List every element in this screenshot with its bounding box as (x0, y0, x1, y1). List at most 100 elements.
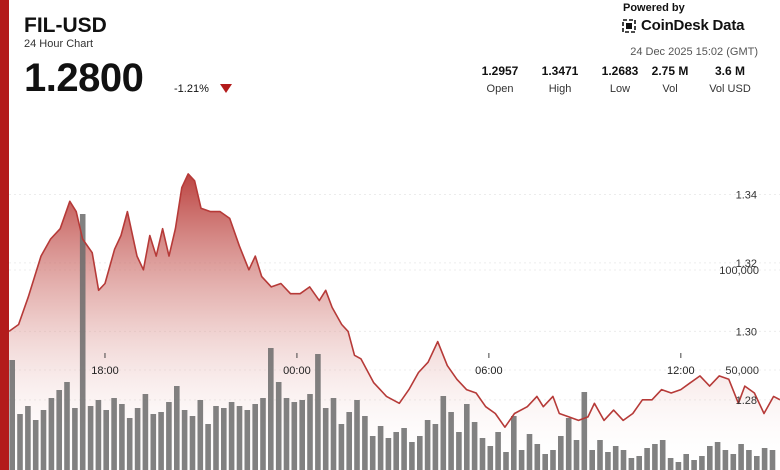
volume-bar (307, 394, 313, 470)
coindesk-logo-icon (622, 18, 636, 33)
price-series-line (8, 173, 780, 428)
volume-bar (675, 462, 682, 470)
volume-bar (197, 400, 204, 470)
volume-bar (691, 460, 697, 470)
volume-bar (526, 434, 533, 470)
volume-bar (228, 402, 235, 470)
volume-bar (244, 410, 251, 470)
stat-vol: 2.75 M Vol (642, 64, 698, 95)
volume-bar (213, 406, 219, 470)
volume-bar (518, 450, 525, 470)
price-tick-label: 1.32 (736, 258, 757, 270)
stat-label: Open (486, 83, 514, 95)
brand-name: CoinDesk Data (641, 17, 745, 34)
volume-bar (636, 456, 642, 470)
volume-bar (40, 410, 47, 470)
volume-bar (95, 400, 102, 470)
chart-period: 24 Hour Chart (24, 38, 94, 50)
volume-bar (9, 360, 15, 470)
volume-bar (738, 444, 744, 470)
volume-bar (503, 452, 509, 470)
volume-bar (644, 448, 650, 470)
volume-bar (471, 422, 478, 470)
axis-labels: 1.34 1.32 1.30 1.28 100,000 50,000 18:00 00:00 0… (91, 189, 759, 406)
volume-bar (409, 442, 415, 470)
price-area-fill (9, 173, 780, 470)
volume-bar (667, 458, 674, 470)
powered-by-label: Powered by (623, 2, 685, 14)
time-tick-label: 06:00 (475, 365, 503, 377)
volume-bar (338, 424, 345, 470)
stat-label: Low (609, 83, 631, 95)
price-tick-label: 1.30 (736, 326, 757, 338)
volume-bar (275, 382, 282, 470)
stat-vol-usd: 3.6 M Vol USD (698, 64, 762, 95)
stats-panel: 1.2957 Open 1.3471 High 1.2683 Low 2.75 … (470, 64, 770, 98)
volume-bar (597, 440, 603, 470)
stat-low: 1.2683 Low (590, 64, 650, 95)
volume-bar (479, 438, 486, 470)
volume-bar (730, 454, 737, 470)
volume-tick-label: 50,000 (725, 365, 759, 377)
volume-bar (769, 450, 776, 470)
time-tick-label: 00:00 (283, 365, 311, 377)
volume-bar (142, 394, 149, 470)
volume-bar (181, 410, 188, 470)
volume-bar (565, 418, 572, 470)
volume-bar (56, 390, 62, 470)
volume-bar (683, 454, 689, 470)
volume-bar (189, 416, 196, 470)
price-area (9, 173, 780, 470)
volume-bar (25, 406, 31, 470)
time-tick-label: 12:00 (667, 365, 695, 377)
volume-bar (714, 442, 721, 470)
volume-bar (79, 214, 86, 470)
volume-bar (605, 452, 611, 470)
volume-bar (620, 450, 627, 470)
volume-bar (158, 412, 164, 470)
volume-bar (268, 348, 274, 470)
volume-bar (17, 414, 23, 470)
volume-bar (322, 408, 329, 470)
volume-bar (612, 446, 619, 470)
volume-bar (87, 406, 94, 470)
volume-bar (134, 408, 141, 470)
volume-bars (9, 214, 776, 470)
time-tick-label: 18:00 (91, 365, 119, 377)
volume-bar (440, 396, 447, 470)
volume-bar (464, 404, 470, 470)
volume-bar (119, 404, 125, 470)
volume-bar (362, 416, 368, 470)
stat-value: 2.75 M (651, 64, 689, 78)
volume-bar (550, 450, 556, 470)
stat-label: Vol USD (709, 83, 751, 95)
volume-bar (558, 436, 564, 470)
volume-bar (417, 436, 423, 470)
volume-bar (542, 454, 548, 470)
volume-bar (166, 402, 172, 470)
volume-bar (511, 416, 517, 470)
volume-bar (628, 458, 635, 470)
volume-bar (354, 400, 360, 470)
stat-value: 1.2957 (481, 64, 519, 78)
stat-label: Vol (662, 83, 678, 95)
volume-bar (401, 428, 407, 470)
stat-open: 1.2957 Open (470, 64, 530, 95)
volume-bar (299, 400, 305, 470)
volume-bar (589, 450, 595, 470)
volume-bar (424, 420, 431, 470)
volume-bar (659, 440, 666, 470)
volume-bar (174, 386, 180, 470)
down-arrow-icon (220, 84, 232, 93)
volume-bar (32, 420, 39, 470)
volume-bar (487, 446, 494, 470)
brand-block: Powered by CoinDesk Data (621, 2, 771, 34)
volume-bar (315, 354, 321, 470)
volume-bar (346, 412, 352, 470)
volume-bar (754, 456, 760, 470)
volume-bar (573, 440, 580, 470)
volume-bar (581, 392, 588, 470)
volume-bar (707, 446, 713, 470)
volume-bar (260, 398, 266, 470)
